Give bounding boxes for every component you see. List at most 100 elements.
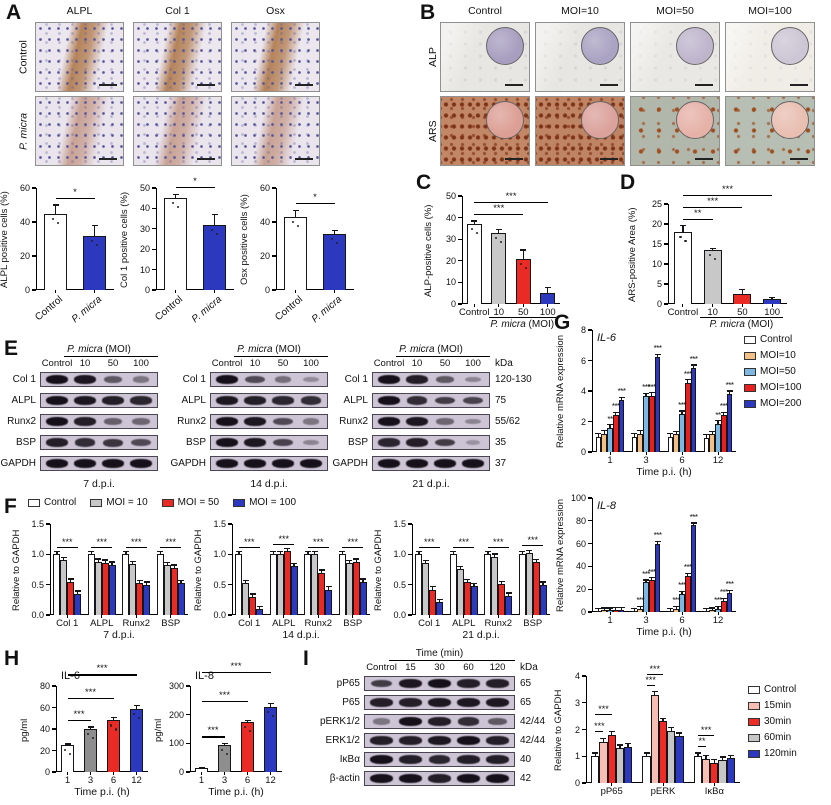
y-tick-label: 1 bbox=[574, 751, 580, 762]
error-bar bbox=[619, 745, 621, 749]
y-tick-mark bbox=[408, 584, 412, 586]
legend-item: MOI=200 bbox=[744, 398, 801, 409]
y-tick-mark bbox=[408, 523, 412, 525]
error-bar-cap bbox=[648, 577, 655, 579]
x-category-label: 1 bbox=[198, 775, 205, 786]
band bbox=[303, 376, 319, 383]
sig-star: *** bbox=[642, 383, 650, 393]
bar bbox=[202, 224, 227, 290]
error-bar-cap bbox=[450, 551, 457, 553]
error-bar bbox=[645, 393, 647, 397]
ars-stain-image bbox=[535, 96, 625, 166]
bar bbox=[53, 554, 61, 615]
y-tick-label: 0 bbox=[580, 607, 586, 617]
error-bar bbox=[627, 743, 629, 747]
sig-line bbox=[682, 194, 773, 196]
y-tick-mark bbox=[272, 255, 276, 257]
x-tick-mark bbox=[428, 615, 430, 618]
lane-label: 10 bbox=[249, 358, 261, 369]
error-bar bbox=[125, 551, 127, 555]
sig-line bbox=[418, 546, 440, 548]
y-tick-label: 40 bbox=[19, 217, 30, 227]
x-category-label: ALPL bbox=[452, 618, 476, 629]
error-bar-cap bbox=[244, 719, 251, 721]
data-dot bbox=[211, 228, 214, 231]
error-bar-cap bbox=[540, 581, 547, 583]
error-bar bbox=[223, 743, 226, 745]
error-bar bbox=[654, 691, 656, 695]
sig-label: *** bbox=[243, 536, 255, 547]
error-bar-cap bbox=[360, 578, 367, 580]
bar bbox=[726, 758, 735, 783]
error-bar bbox=[681, 410, 683, 414]
error-bar-cap bbox=[520, 249, 527, 251]
y-tick-mark bbox=[458, 238, 462, 240]
x-category-label: 3 bbox=[643, 455, 649, 466]
y-tick-label: 60 bbox=[575, 538, 586, 549]
data-dot bbox=[138, 716, 141, 719]
y-tick-mark bbox=[52, 749, 56, 752]
y-tick-mark bbox=[46, 584, 50, 586]
well-inset bbox=[581, 27, 619, 65]
error-bar-cap bbox=[235, 551, 242, 553]
error-bar-cap bbox=[631, 607, 638, 610]
error-bar-cap bbox=[311, 551, 318, 553]
x-category-label: 3 bbox=[221, 775, 228, 786]
error-bar bbox=[669, 608, 672, 611]
y-tick-mark bbox=[408, 553, 412, 555]
sig-line bbox=[697, 735, 715, 737]
error-bar-cap bbox=[637, 605, 644, 607]
sig-line bbox=[56, 546, 78, 548]
x-axis-label: 7 d.p.i. bbox=[103, 629, 135, 641]
x-category-label: 3 bbox=[643, 615, 649, 626]
band bbox=[428, 755, 451, 764]
data-dot bbox=[495, 236, 498, 239]
data-dot bbox=[475, 232, 478, 235]
error-bar-cap bbox=[429, 586, 436, 588]
bar bbox=[684, 575, 691, 612]
error-bar bbox=[498, 229, 500, 233]
y-tick-mark bbox=[228, 614, 232, 616]
y-tick-mark bbox=[664, 303, 668, 305]
bar bbox=[101, 562, 109, 615]
blot-strip bbox=[210, 393, 328, 408]
kda-label: 42 bbox=[520, 773, 532, 784]
sig-line bbox=[175, 187, 215, 189]
band bbox=[271, 459, 295, 468]
error-bar bbox=[501, 581, 503, 585]
bar bbox=[703, 610, 710, 612]
bar bbox=[637, 608, 644, 612]
kda-label: 42/44 bbox=[520, 735, 546, 746]
error-bar-cap bbox=[291, 563, 298, 565]
band bbox=[486, 698, 509, 707]
bar bbox=[122, 554, 130, 615]
x-tick-mark bbox=[136, 772, 138, 775]
band bbox=[457, 679, 480, 688]
error-bar bbox=[104, 560, 106, 563]
x-tick-mark bbox=[334, 290, 336, 293]
y-tick-label: 25 bbox=[651, 199, 662, 209]
bar bbox=[74, 593, 82, 615]
error-bar-cap bbox=[660, 717, 666, 719]
band bbox=[45, 396, 69, 405]
lane-label: 60 bbox=[463, 662, 474, 673]
band bbox=[465, 418, 481, 425]
error-bar-cap bbox=[172, 193, 179, 195]
chart-alpl-positive-cells: 0 20 40 60 ALPL positive cells (%) Control P. … bbox=[0, 176, 120, 336]
sig-line bbox=[238, 546, 260, 548]
error-bar bbox=[682, 225, 684, 232]
sig-line bbox=[474, 201, 548, 204]
sig-label: ** bbox=[698, 736, 706, 747]
sig-star: *** bbox=[653, 531, 662, 541]
sig-line bbox=[697, 746, 707, 748]
kda-label: 35 bbox=[495, 437, 507, 448]
y-tick-label: 200 bbox=[168, 709, 184, 720]
y-tick-label: 100 bbox=[570, 493, 586, 503]
error-bar bbox=[610, 731, 613, 735]
lane-label: 100 bbox=[303, 358, 319, 369]
y-tick-mark bbox=[272, 221, 276, 223]
ihc-image bbox=[133, 96, 222, 166]
error-bar bbox=[522, 250, 524, 259]
blot-signaling: Time (min) Control 15 30 60 120 kDa pP65 65 P65 65… bbox=[318, 648, 568, 805]
plot-area bbox=[156, 188, 234, 290]
